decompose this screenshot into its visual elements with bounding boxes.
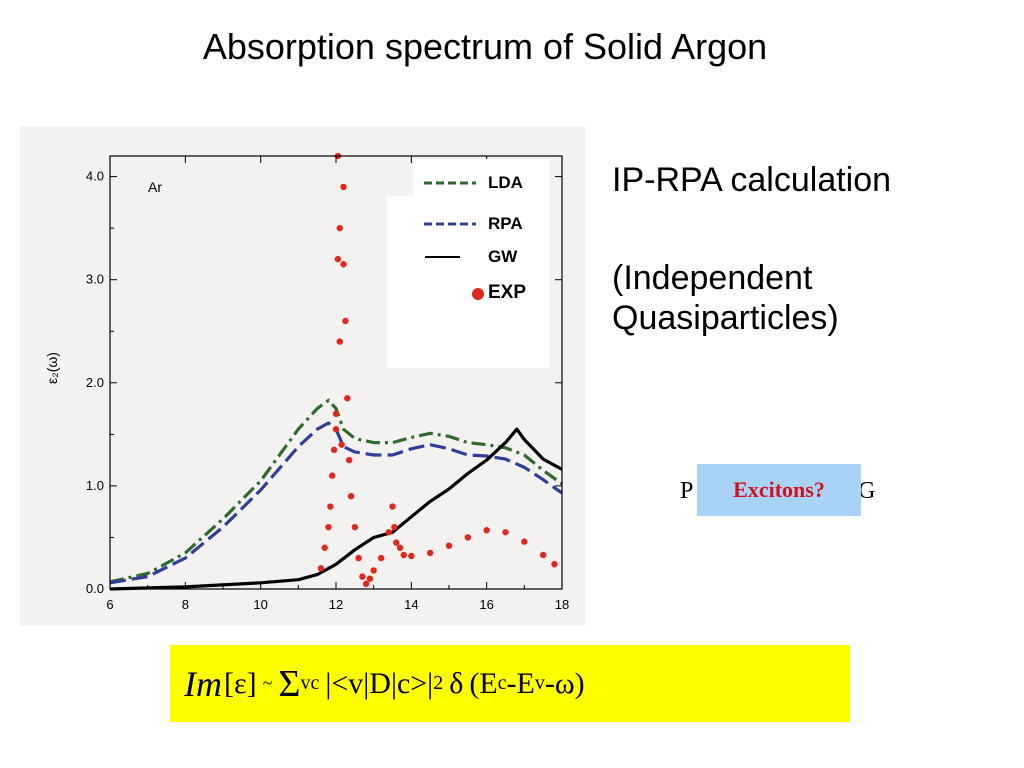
exp-point <box>329 472 336 479</box>
formula-square: 2 <box>433 672 444 694</box>
exp-point <box>400 551 407 559</box>
exp-point <box>351 523 359 531</box>
exp-point <box>502 529 509 536</box>
exp-point <box>393 539 400 546</box>
formula-open: (E <box>469 666 498 700</box>
exp-point <box>359 573 366 580</box>
exp-point <box>332 426 340 433</box>
exp-point <box>342 317 349 325</box>
formula-bracket: [ε] <box>224 666 257 700</box>
legend: LDA RPA GW EXP <box>387 159 550 368</box>
x-tick-label-14: 14 <box>404 597 418 612</box>
formula-matrix: |<v|D|c>| <box>325 666 434 700</box>
exp-point <box>426 549 434 557</box>
y-tick-label-1: 1.0 <box>86 478 104 493</box>
exp-point <box>362 580 370 588</box>
exp-point <box>391 523 398 531</box>
exp-point <box>325 523 332 531</box>
series-line-rpa <box>109 421 563 585</box>
x-tick-label-18: 18 <box>555 597 569 612</box>
exp-point <box>366 575 374 582</box>
x-tick-label-16: 16 <box>479 597 493 612</box>
quasiparticles-line: Quasiparticles) <box>612 299 839 337</box>
y-axis-label: ε₂(ω) <box>44 352 60 384</box>
formula-sigma-sub: vc <box>300 672 320 694</box>
exp-point <box>408 552 415 560</box>
exp-point <box>332 410 340 417</box>
exp-point <box>340 183 347 191</box>
legend-box-top <box>413 159 550 196</box>
formula-end: -ω) <box>544 666 585 700</box>
exp-point <box>355 554 362 562</box>
exp-point <box>378 554 385 562</box>
spectrum-figure: 6 8 10 12 14 16 18 0.0 1.0 2.0 3.0 4.0 ε₂(ω) Ar LDA… <box>20 126 585 626</box>
independent-quasiparticles-label: (Independent Quasiparticles) <box>612 258 839 338</box>
legend-label-lda: LDA <box>488 173 523 192</box>
exp-point <box>389 503 396 510</box>
exp-point <box>539 551 547 559</box>
formula-tilde: ~ <box>262 673 273 693</box>
exp-point <box>370 567 377 574</box>
exp-point <box>340 261 347 268</box>
exp-point <box>483 527 490 534</box>
excitons-label: Excitons? <box>733 477 825 502</box>
exp-point <box>334 255 342 263</box>
exp-point <box>317 565 325 572</box>
independent-line: (Independent <box>612 259 813 297</box>
exp-point <box>336 224 343 232</box>
legend-box <box>387 196 550 368</box>
exp-point <box>396 544 404 551</box>
exp-point <box>344 395 351 402</box>
formula-im: Im <box>184 663 222 704</box>
exp-point <box>336 338 343 345</box>
exp-point <box>551 561 558 568</box>
exp-point <box>327 503 334 510</box>
x-tick-label-6: 6 <box>106 597 113 612</box>
formula-delta: δ <box>449 666 464 700</box>
exp-point <box>445 542 453 549</box>
panel-label: Ar <box>148 179 162 195</box>
legend-label-rpa: RPA <box>488 214 523 233</box>
y-tick-label-4: 4.0 <box>86 169 104 184</box>
exp-point <box>330 446 338 454</box>
legend-label-exp: EXP <box>488 282 526 303</box>
exp-point <box>345 456 353 464</box>
series-line-gw <box>109 427 563 591</box>
absorption-chart: 6 8 10 12 14 16 18 0.0 1.0 2.0 3.0 4.0 ε₂(ω) Ar LDA… <box>44 152 569 612</box>
y-tick-label-0: 0.0 <box>86 581 104 596</box>
formula-sub-c: c <box>497 672 507 694</box>
exp-point <box>338 441 345 448</box>
x-tick-label-12: 12 <box>329 597 343 612</box>
legend-marker-exp <box>472 288 484 300</box>
x-tick-label-8: 8 <box>182 597 189 612</box>
y-tick-label-3: 3.0 <box>86 272 104 287</box>
formula-mid: -E <box>506 666 535 700</box>
exp-point <box>385 529 392 536</box>
exp-point <box>321 544 328 551</box>
x-tick-label-10: 10 <box>253 597 267 612</box>
legend-label-gw: GW <box>488 247 518 266</box>
exp-point <box>347 493 355 500</box>
exp-point <box>464 534 472 541</box>
y-tick-label-2: 2.0 <box>86 375 104 390</box>
formula-sigma: Σ <box>278 662 301 705</box>
obscured-left: P <box>680 478 694 504</box>
obscured-right: G <box>858 478 876 504</box>
exp-point <box>521 538 528 545</box>
formula-sub-v: v <box>534 672 545 694</box>
excitons-callout: Excitons? <box>697 464 861 516</box>
slide-title: Absorption spectrum of Solid Argon <box>202 26 768 67</box>
ip-rpa-label: IP-RPA calculation <box>612 161 892 199</box>
